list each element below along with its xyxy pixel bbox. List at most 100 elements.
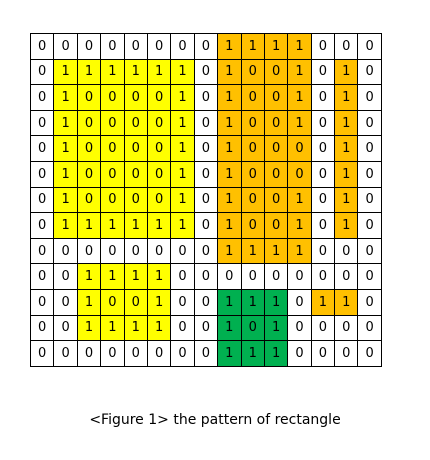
grid-cell: 1 <box>288 34 311 60</box>
grid-cell: 1 <box>77 213 100 239</box>
grid-cell: 1 <box>218 315 241 341</box>
grid-cell: 1 <box>288 213 311 239</box>
grid-cell: 0 <box>335 238 358 264</box>
grid-cell: 0 <box>77 238 100 264</box>
grid-cell: 0 <box>335 34 358 60</box>
grid-cell: 0 <box>194 213 217 239</box>
grid-cell: 1 <box>218 187 241 213</box>
grid-cell: 1 <box>218 213 241 239</box>
grid-cell: 0 <box>77 161 100 187</box>
grid-cell: 0 <box>147 238 170 264</box>
grid-cell: 0 <box>194 315 217 341</box>
grid-cell: 1 <box>264 34 287 60</box>
grid-cell: 0 <box>101 136 124 162</box>
grid-cell: 0 <box>194 238 217 264</box>
grid-cell: 1 <box>218 59 241 85</box>
grid-cell: 1 <box>54 85 77 111</box>
grid-cell: 0 <box>31 187 54 213</box>
grid-cell: 0 <box>358 341 381 367</box>
grid-cell: 0 <box>264 110 287 136</box>
grid-cell: 1 <box>124 59 147 85</box>
grid-cell: 1 <box>335 110 358 136</box>
grid-cell: 0 <box>335 315 358 341</box>
grid-cell: 0 <box>124 161 147 187</box>
grid-cell: 0 <box>264 59 287 85</box>
grid-cell: 0 <box>241 110 264 136</box>
grid-cell: 1 <box>124 213 147 239</box>
grid-cell: 1 <box>147 289 170 315</box>
grid-cell: 0 <box>264 187 287 213</box>
grid-cell: 1 <box>218 136 241 162</box>
grid-cell: 0 <box>101 110 124 136</box>
grid-cell: 0 <box>311 187 334 213</box>
grid-cell: 0 <box>31 59 54 85</box>
grid-cell: 0 <box>31 341 54 367</box>
grid-cell: 0 <box>147 341 170 367</box>
figure-caption: <Figure 1> the pattern of rectangle <box>0 412 430 428</box>
grid-cell: 1 <box>218 289 241 315</box>
grid-cell: 0 <box>194 187 217 213</box>
grid-cell: 0 <box>194 341 217 367</box>
grid-cell: 1 <box>77 264 100 290</box>
grid-cell: 0 <box>194 110 217 136</box>
grid-cell: 0 <box>311 213 334 239</box>
grid-cell: 1 <box>171 110 194 136</box>
grid-cell: 1 <box>101 315 124 341</box>
grid-cell: 0 <box>101 34 124 60</box>
grid-cell: 0 <box>124 187 147 213</box>
grid-cell: 1 <box>171 59 194 85</box>
grid-cell: 1 <box>54 213 77 239</box>
grid-cell: 0 <box>264 161 287 187</box>
grid-cell: 0 <box>311 315 334 341</box>
grid-cell: 0 <box>171 34 194 60</box>
grid-cell: 1 <box>288 110 311 136</box>
grid-cell: 0 <box>147 110 170 136</box>
grid-cell: 0 <box>311 59 334 85</box>
grid-cell: 0 <box>311 161 334 187</box>
grid-cell: 0 <box>147 34 170 60</box>
grid-cell: 0 <box>101 341 124 367</box>
grid-cell: 0 <box>54 34 77 60</box>
grid-cell: 1 <box>335 161 358 187</box>
grid-cell: 0 <box>147 136 170 162</box>
grid-cell: 1 <box>54 161 77 187</box>
grid-cell: 0 <box>241 85 264 111</box>
grid-cell: 0 <box>358 34 381 60</box>
grid-cell: 0 <box>358 289 381 315</box>
grid-cell: 1 <box>171 161 194 187</box>
grid-cell: 0 <box>358 187 381 213</box>
grid-cell: 0 <box>31 289 54 315</box>
grid-cell: 0 <box>101 85 124 111</box>
grid-cell: 0 <box>264 85 287 111</box>
grid-cell: 0 <box>31 110 54 136</box>
grid-cell: 1 <box>171 213 194 239</box>
grid-cell: 1 <box>171 187 194 213</box>
grid-cell: 0 <box>241 213 264 239</box>
grid-cell: 0 <box>358 315 381 341</box>
grid-cell: 1 <box>264 289 287 315</box>
grid-cell: 0 <box>288 136 311 162</box>
grid-cell: 0 <box>171 341 194 367</box>
grid-cell: 0 <box>194 34 217 60</box>
grid-cell: 0 <box>311 136 334 162</box>
grid-cell: 0 <box>124 289 147 315</box>
grid-cell: 0 <box>124 85 147 111</box>
grid-cell: 1 <box>218 85 241 111</box>
grid-cell: 0 <box>31 315 54 341</box>
grid-cell: 1 <box>335 136 358 162</box>
grid-cell: 0 <box>77 341 100 367</box>
grid-cell: 1 <box>241 289 264 315</box>
grid-cell: 0 <box>124 34 147 60</box>
grid-cell: 0 <box>101 289 124 315</box>
grid-cell: 1 <box>101 264 124 290</box>
grid-cell: 1 <box>218 110 241 136</box>
grid-cell: 0 <box>241 59 264 85</box>
grid-cell: 1 <box>218 238 241 264</box>
grid-cell: 0 <box>77 187 100 213</box>
grid-cell: 0 <box>288 315 311 341</box>
